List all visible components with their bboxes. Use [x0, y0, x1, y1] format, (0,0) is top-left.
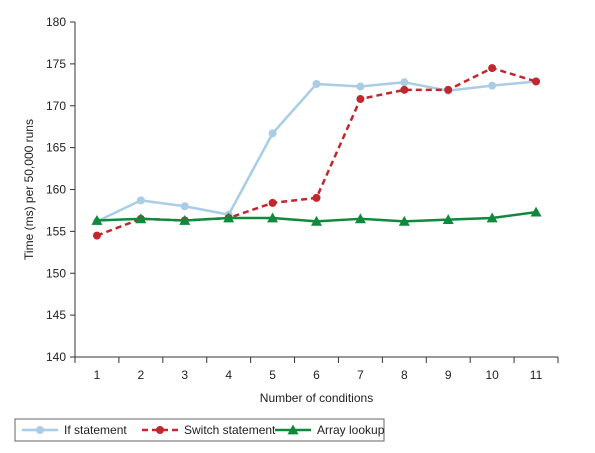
- data-point: [312, 79, 321, 88]
- y-tick-label: 140: [46, 350, 66, 364]
- data-point: [488, 64, 497, 73]
- legend-entry: If statement: [22, 423, 127, 437]
- x-tick-label: 3: [181, 368, 188, 382]
- data-point: [311, 215, 322, 226]
- legend-entry: Switch statement: [142, 423, 276, 437]
- legend-marker: [287, 424, 299, 435]
- data-point: [444, 85, 453, 94]
- legend-label: Array lookup: [317, 423, 385, 437]
- series-2: [91, 206, 542, 226]
- axes: 140 145 150 155 160 165 170 175 180 1 2 3 4 5 6 7 8 9 10 11: [46, 15, 559, 382]
- data-point: [356, 82, 365, 91]
- data-point: [398, 215, 410, 226]
- data-point: [486, 212, 498, 223]
- y-tick-label: 160: [46, 183, 66, 197]
- legend-label: Switch statement: [184, 423, 276, 437]
- y-tick-label: 175: [46, 57, 66, 71]
- x-tick-label: 8: [401, 368, 408, 382]
- data-point: [400, 85, 409, 94]
- y-axis-title: Time (ms) per 50,000 runs: [22, 119, 36, 260]
- x-tick-label: 9: [445, 368, 452, 382]
- legend-marker: [156, 426, 164, 434]
- y-tick-label: 180: [46, 15, 66, 29]
- x-tick-label: 1: [94, 368, 101, 382]
- data-point: [267, 212, 279, 223]
- data-point: [488, 81, 497, 90]
- x-tick-label: 5: [269, 368, 276, 382]
- series-0: [92, 77, 541, 226]
- y-tick-label: 150: [46, 266, 66, 280]
- legend-entry: Array lookup: [275, 423, 385, 437]
- legend-marker: [36, 426, 44, 434]
- data-point: [179, 214, 191, 225]
- data-point: [356, 95, 365, 104]
- data-point: [400, 78, 409, 87]
- data-point: [354, 213, 366, 224]
- x-tick-label: 6: [313, 368, 320, 382]
- data-point: [442, 214, 454, 225]
- data-point: [312, 193, 321, 202]
- x-tick-label: 7: [357, 368, 364, 382]
- y-tick-label: 165: [46, 141, 66, 155]
- data-point: [530, 206, 542, 217]
- y-tick-label: 155: [46, 224, 66, 238]
- data-point: [223, 212, 235, 223]
- y-tick-label: 170: [46, 99, 66, 113]
- data-point: [532, 77, 541, 86]
- legend-box: [14, 418, 385, 442]
- x-tick-label: 10: [485, 368, 499, 382]
- x-tick-label: 11: [530, 368, 543, 382]
- data-point: [268, 198, 277, 207]
- x-tick-label: 4: [225, 368, 232, 382]
- legend: If statement Switch statement Array lookup: [14, 418, 385, 442]
- data-point: [268, 129, 277, 138]
- x-tick-label: 2: [138, 368, 145, 382]
- data-point: [135, 213, 147, 224]
- y-tick-label: 145: [46, 308, 66, 322]
- data-point: [136, 196, 145, 205]
- data-point: [91, 214, 103, 225]
- data-point: [180, 202, 189, 211]
- series-layer: [91, 64, 542, 240]
- x-axis-title: Number of conditions: [260, 391, 373, 405]
- data-point: [92, 231, 101, 240]
- legend-label: If statement: [64, 423, 127, 437]
- series-1: [92, 64, 541, 240]
- series-line: [96, 66, 537, 237]
